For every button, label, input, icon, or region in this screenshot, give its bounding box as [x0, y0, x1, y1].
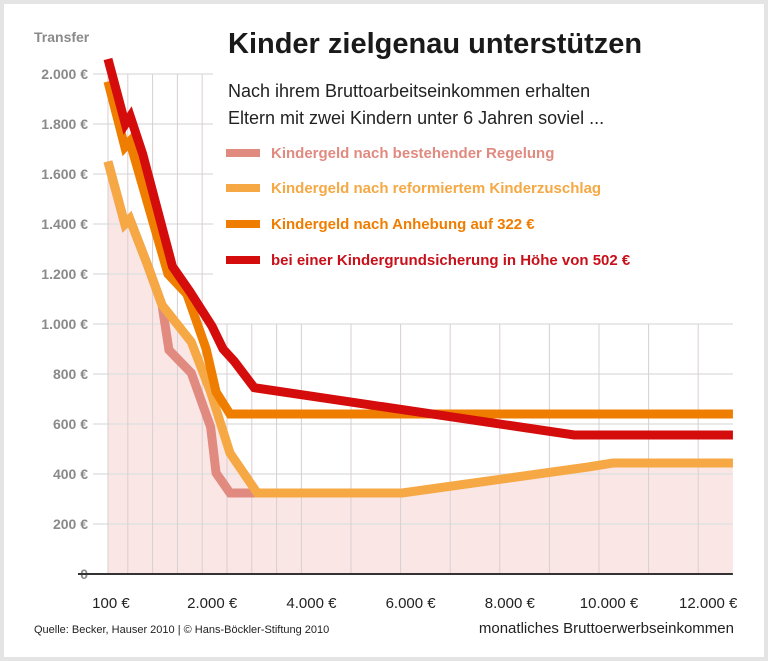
chart-frame: 0200 €400 €600 €800 €1.000 €1.200 €1.400…	[4, 4, 764, 657]
y-tick-label: 800 €	[53, 366, 88, 382]
y-tick-label: 1.600 €	[41, 166, 88, 182]
legend-swatch	[226, 256, 260, 264]
y-axis-label: Transfer	[34, 29, 90, 45]
y-tick-label: 1.800 €	[41, 116, 88, 132]
series-line-502	[103, 57, 733, 440]
subtitle-line-2: Eltern mit zwei Kindern unter 6 Jahren s…	[228, 108, 605, 128]
subtitle-line-1: Nach ihrem Bruttoarbeitseinkommen erhalt…	[228, 81, 591, 101]
y-tick-label: 2.000 €	[41, 66, 88, 82]
legend-label: Kindergeld nach Anhebung auf 322 €	[271, 215, 535, 233]
x-axis-label: monatliches Bruttoerwerbseinkommen	[478, 620, 734, 637]
legend-label: bei einer Kindergrundsicherung in Höhe v…	[271, 251, 631, 269]
legend-swatch	[226, 149, 260, 157]
source-note: Quelle: Becker, Hauser 2010 | © Hans-Böc…	[34, 624, 330, 636]
y-tick-label: 1.000 €	[41, 316, 88, 332]
chart-subtitle: Nach ihrem Bruttoarbeitseinkommen erhalt…	[228, 78, 604, 132]
y-tick-label: 600 €	[53, 416, 88, 432]
y-tick-label: 200 €	[53, 516, 88, 532]
line-chart: 0200 €400 €600 €800 €1.000 €1.200 €1.400…	[41, 57, 738, 612]
y-tick-label: 1.400 €	[41, 216, 88, 232]
x-tick-label: 8.000 €	[485, 595, 536, 612]
legend-label: Kindergeld nach bestehender Regelung	[271, 144, 555, 162]
legend-item-502: bei einer Kindergrundsicherung in Höhe v…	[226, 250, 630, 270]
y-tick-label: 1.200 €	[41, 266, 88, 282]
legend-item-existing: Kindergeld nach bestehender Regelung	[226, 143, 554, 163]
series-line-reform	[103, 160, 733, 498]
x-tick-label: 6.000 €	[386, 595, 437, 612]
x-tick-label: 100 €	[92, 595, 130, 612]
chart-title: Kinder zielgenau unterstützen	[228, 28, 643, 60]
legend-swatch	[226, 220, 260, 228]
legend-item-322: Kindergeld nach Anhebung auf 322 €	[226, 214, 535, 234]
x-tick-label: 10.000 €	[580, 595, 639, 612]
legend-swatch	[226, 184, 260, 192]
legend-item-reform: Kindergeld nach reformiertem Kinderzusch…	[226, 178, 601, 198]
y-tick-label: 400 €	[53, 466, 88, 482]
x-tick-label: 12.000 €	[679, 595, 738, 612]
x-tick-label: 2.000 €	[187, 595, 238, 612]
legend-label: Kindergeld nach reformiertem Kinderzusch…	[271, 179, 602, 197]
x-tick-label: 4.000 €	[286, 595, 337, 612]
